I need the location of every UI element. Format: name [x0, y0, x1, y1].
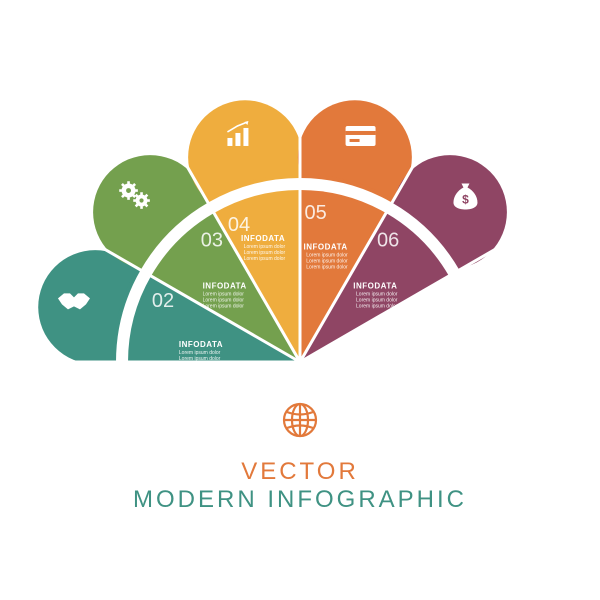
segment-number: 04: [228, 214, 250, 236]
globe-icon: [280, 400, 320, 440]
segment-label: INFODATA: [179, 340, 223, 349]
segment-number: 05: [305, 202, 327, 224]
segment-body-line: Lorem ipsum dolor: [179, 362, 221, 368]
svg-text:$: $: [462, 193, 469, 207]
segment-number: 06: [377, 230, 399, 252]
infographic-stage: $ INFODATA Lorem ipsum dolor Lorem ipsum do…: [0, 0, 600, 600]
segment-body-line: Lorem ipsum dolor: [203, 304, 245, 310]
segment-number: 03: [201, 230, 223, 252]
credit-card-icon: [346, 126, 376, 146]
segment-label: INFODATA: [203, 282, 247, 291]
segment-number: 01: [140, 367, 162, 389]
segment-label: INFODATA: [353, 282, 397, 291]
title-line-2: MODERN INFOGRAPHIC: [0, 486, 600, 514]
segment-body-line: Lorem ipsum dolor: [306, 265, 348, 271]
segment-number: 02: [152, 290, 174, 312]
segment-body-line: Lorem ipsum dolor: [244, 256, 286, 262]
segment-label: INFODATA: [304, 243, 348, 252]
title-line-1: VECTOR: [0, 458, 600, 486]
segment-body-line: Lorem ipsum dolor: [356, 304, 398, 310]
footer: VECTOR MODERN INFOGRAPHIC: [0, 400, 600, 514]
